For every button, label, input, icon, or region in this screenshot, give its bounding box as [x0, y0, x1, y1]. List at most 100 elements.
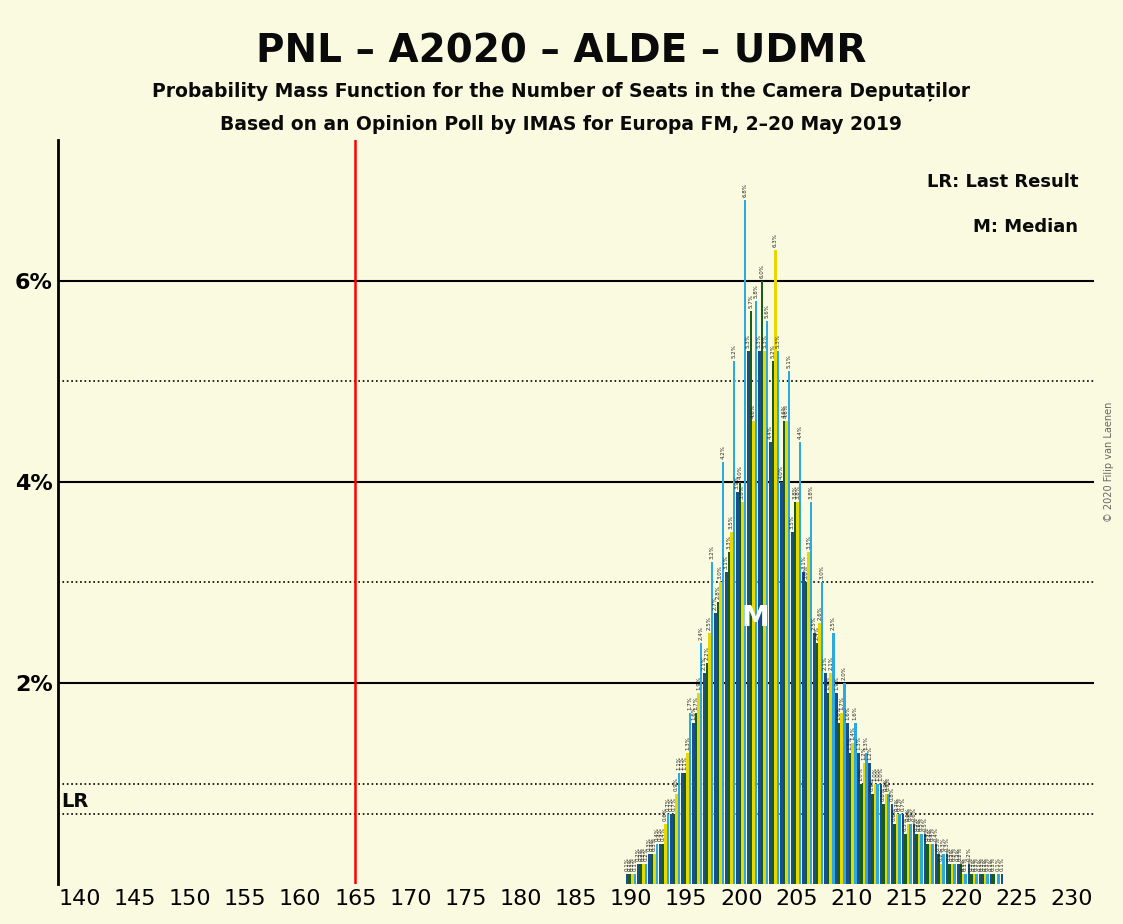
Bar	[777, 351, 779, 884]
Bar	[887, 794, 889, 884]
Bar	[673, 814, 675, 884]
Bar	[703, 673, 705, 884]
Text: 0.1%: 0.1%	[632, 857, 638, 871]
Text: 1.0%: 1.0%	[873, 767, 877, 781]
Bar	[931, 844, 933, 884]
Bar	[849, 753, 851, 884]
Bar	[794, 502, 796, 884]
Bar	[891, 804, 893, 884]
Bar	[675, 794, 677, 884]
Bar	[989, 874, 993, 884]
Text: 0.2%: 0.2%	[952, 847, 957, 861]
Bar	[940, 864, 942, 884]
Text: © 2020 Filip van Laenen: © 2020 Filip van Laenen	[1104, 402, 1114, 522]
Text: 0.5%: 0.5%	[914, 817, 919, 831]
Text: 5.6%: 5.6%	[765, 304, 769, 318]
Bar	[730, 532, 733, 884]
Text: 0.7%: 0.7%	[897, 796, 902, 810]
Text: 0.2%: 0.2%	[939, 847, 943, 861]
Bar	[986, 874, 989, 884]
Text: 0.3%: 0.3%	[944, 837, 949, 851]
Bar	[953, 864, 956, 884]
Bar	[973, 874, 975, 884]
Bar	[946, 854, 948, 884]
Bar	[645, 864, 647, 884]
Text: 3.0%: 3.0%	[804, 565, 809, 579]
Text: 4.2%: 4.2%	[721, 444, 725, 458]
Bar	[802, 572, 805, 884]
Bar	[642, 864, 645, 884]
Bar	[737, 492, 739, 884]
Bar	[874, 784, 876, 884]
Text: 3.8%: 3.8%	[795, 485, 801, 499]
Text: 1.9%: 1.9%	[834, 676, 839, 690]
Bar	[661, 844, 664, 884]
Bar	[819, 623, 821, 884]
Text: 3.0%: 3.0%	[718, 565, 723, 579]
Text: 3.3%: 3.3%	[806, 535, 811, 549]
Text: 3.1%: 3.1%	[724, 555, 729, 569]
Text: 3.3%: 3.3%	[727, 535, 731, 549]
Bar	[750, 310, 752, 884]
Text: 2.4%: 2.4%	[699, 626, 703, 639]
Text: 3.1%: 3.1%	[801, 555, 806, 569]
Bar	[896, 814, 898, 884]
Bar	[700, 643, 702, 884]
Text: 4.4%: 4.4%	[797, 425, 803, 439]
Bar	[951, 864, 953, 884]
Bar	[923, 833, 926, 884]
Bar	[975, 874, 978, 884]
Text: 0.2%: 0.2%	[636, 847, 641, 861]
Bar	[739, 481, 741, 884]
Bar	[681, 773, 684, 884]
Text: 0.4%: 0.4%	[658, 827, 663, 841]
Text: LR: Last Result: LR: Last Result	[926, 173, 1078, 191]
Bar	[982, 874, 984, 884]
Bar	[775, 250, 777, 884]
Text: 0.2%: 0.2%	[956, 847, 960, 861]
Bar	[957, 864, 959, 884]
Bar	[929, 844, 931, 884]
Bar	[798, 442, 802, 884]
Bar	[862, 763, 865, 884]
Text: 5.2%: 5.2%	[731, 344, 737, 358]
Text: PNL – A2020 – ALDE – UDMR: PNL – A2020 – ALDE – UDMR	[256, 32, 867, 70]
Bar	[843, 683, 846, 884]
Bar	[716, 602, 719, 884]
Bar	[741, 502, 743, 884]
Bar	[959, 864, 961, 884]
Bar	[993, 874, 995, 884]
Text: 0.1%: 0.1%	[999, 857, 1005, 871]
Bar	[692, 723, 695, 884]
Text: 0.4%: 0.4%	[660, 827, 665, 841]
Bar	[722, 462, 724, 884]
Bar	[836, 693, 838, 884]
Bar	[948, 864, 951, 884]
Text: 2.8%: 2.8%	[715, 586, 721, 600]
Bar	[938, 854, 940, 884]
Text: 2.5%: 2.5%	[707, 615, 712, 629]
Text: 0.1%: 0.1%	[980, 857, 985, 871]
Text: M: Median: M: Median	[974, 218, 1078, 236]
Text: 0.4%: 0.4%	[933, 827, 939, 841]
Bar	[968, 864, 970, 884]
Bar	[766, 321, 768, 884]
Bar	[755, 300, 757, 884]
Text: 0.2%: 0.2%	[958, 847, 964, 861]
Text: 2.7%: 2.7%	[713, 596, 718, 610]
Bar	[711, 562, 713, 884]
Text: 6.8%: 6.8%	[742, 183, 748, 197]
Text: 1.4%: 1.4%	[850, 726, 856, 740]
Text: 0.1%: 0.1%	[960, 857, 966, 871]
Text: 0.1%: 0.1%	[628, 857, 632, 871]
Bar	[743, 201, 747, 884]
Text: 1.3%: 1.3%	[856, 736, 861, 750]
Bar	[882, 804, 885, 884]
Bar	[904, 833, 906, 884]
Bar	[752, 421, 755, 884]
Bar	[670, 814, 673, 884]
Bar	[764, 351, 766, 884]
Text: 0.5%: 0.5%	[916, 817, 921, 831]
Text: 3.5%: 3.5%	[729, 516, 734, 529]
Text: 1.0%: 1.0%	[875, 767, 879, 781]
